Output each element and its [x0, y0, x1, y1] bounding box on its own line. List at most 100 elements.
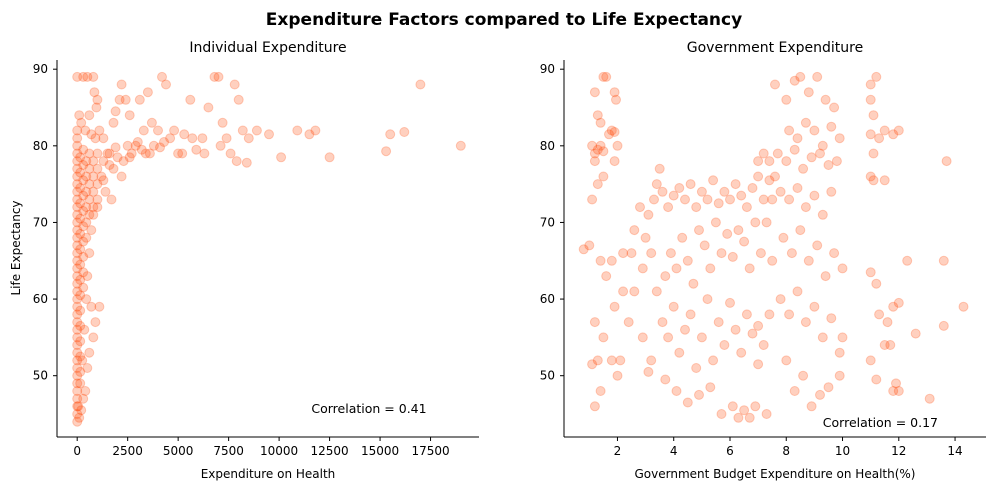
data-point — [770, 171, 780, 182]
data-point — [694, 389, 704, 400]
data-point — [72, 416, 83, 427]
data-point — [812, 71, 823, 82]
data-point — [598, 171, 609, 182]
data-point — [213, 71, 224, 82]
y-tick-label: 80 — [33, 139, 48, 153]
data-point — [78, 175, 89, 186]
data-point — [72, 202, 83, 213]
data-point — [217, 117, 228, 128]
data-point — [75, 274, 86, 285]
x-tick-label: 5000 — [163, 444, 194, 458]
data-point — [110, 106, 121, 117]
data-point — [837, 332, 848, 343]
data-point — [88, 332, 99, 343]
data-point — [609, 127, 620, 137]
data-point — [72, 355, 83, 366]
data-point — [90, 317, 101, 328]
data-point — [789, 144, 800, 155]
x-tick-label: 15000 — [361, 444, 399, 458]
data-point — [606, 255, 617, 266]
data-point — [691, 363, 702, 373]
data-point — [84, 194, 95, 205]
data-point — [800, 317, 811, 328]
y-tick-label: 90 — [33, 62, 48, 76]
data-point — [187, 133, 198, 144]
data-point — [761, 409, 772, 419]
data-point — [72, 194, 83, 205]
data-point — [229, 79, 240, 90]
data-point — [72, 140, 83, 151]
x-tick-label: 12500 — [310, 444, 348, 458]
data-point — [823, 160, 834, 170]
data-point — [719, 340, 730, 350]
data-point — [94, 301, 105, 312]
scatter-points — [578, 71, 969, 423]
data-point — [668, 190, 679, 201]
data-point — [592, 144, 603, 155]
data-point — [595, 117, 606, 128]
data-point — [72, 125, 83, 136]
data-point — [72, 347, 83, 358]
individual-expenditure-chart: Individual Expenditure 0 2500 5000 7500 1000… — [9, 40, 479, 481]
data-point — [144, 148, 155, 159]
data-point — [609, 156, 620, 167]
data-point — [292, 125, 303, 136]
data-point — [893, 125, 904, 136]
data-point — [629, 286, 640, 297]
data-point — [809, 125, 820, 136]
data-point — [72, 240, 83, 251]
data-point — [938, 255, 949, 266]
data-point — [74, 110, 85, 121]
data-point — [578, 244, 589, 255]
y-tick-label: 70 — [540, 215, 555, 229]
data-point — [72, 133, 83, 144]
data-point — [126, 148, 137, 159]
scatter-points — [72, 71, 466, 427]
data-point — [637, 263, 648, 274]
data-point — [725, 297, 735, 308]
data-point — [702, 294, 713, 305]
data-point — [165, 133, 176, 144]
data-point — [865, 94, 876, 105]
data-point — [81, 217, 92, 228]
data-point — [264, 129, 274, 140]
data-point — [324, 152, 335, 163]
data-point — [733, 225, 744, 236]
y-tick-label: 50 — [33, 369, 48, 383]
data-point — [81, 171, 92, 182]
x-tick-label: 2500 — [112, 444, 143, 458]
data-point — [72, 340, 83, 350]
data-point — [114, 94, 125, 105]
data-point — [815, 389, 825, 400]
data-point — [231, 156, 242, 167]
y-tick-label: 60 — [33, 292, 48, 306]
data-point — [657, 186, 668, 197]
data-point — [455, 140, 466, 151]
data-point — [598, 71, 609, 82]
y-tick-label: 50 — [540, 369, 555, 383]
data-point — [169, 125, 180, 136]
data-point — [225, 148, 236, 159]
data-point — [88, 171, 99, 182]
data-point — [663, 332, 674, 343]
x-ticks: 0 2500 5000 7500 10000 12500 15000 17500 — [73, 437, 450, 458]
data-point — [606, 125, 617, 136]
data-point — [820, 271, 831, 282]
data-point — [589, 156, 600, 167]
data-point — [800, 202, 811, 213]
data-point — [108, 163, 119, 174]
data-point — [595, 255, 606, 266]
data-point — [78, 71, 89, 82]
data-point — [84, 248, 95, 259]
data-point — [72, 232, 83, 243]
data-point — [767, 194, 778, 205]
data-point — [871, 374, 882, 385]
data-point — [72, 393, 83, 404]
data-point — [598, 146, 609, 157]
data-point — [868, 110, 879, 121]
data-point — [680, 194, 690, 205]
data-point — [823, 382, 834, 393]
data-point — [120, 94, 131, 105]
data-point — [72, 409, 83, 419]
x-tick-label: 12 — [891, 444, 906, 458]
